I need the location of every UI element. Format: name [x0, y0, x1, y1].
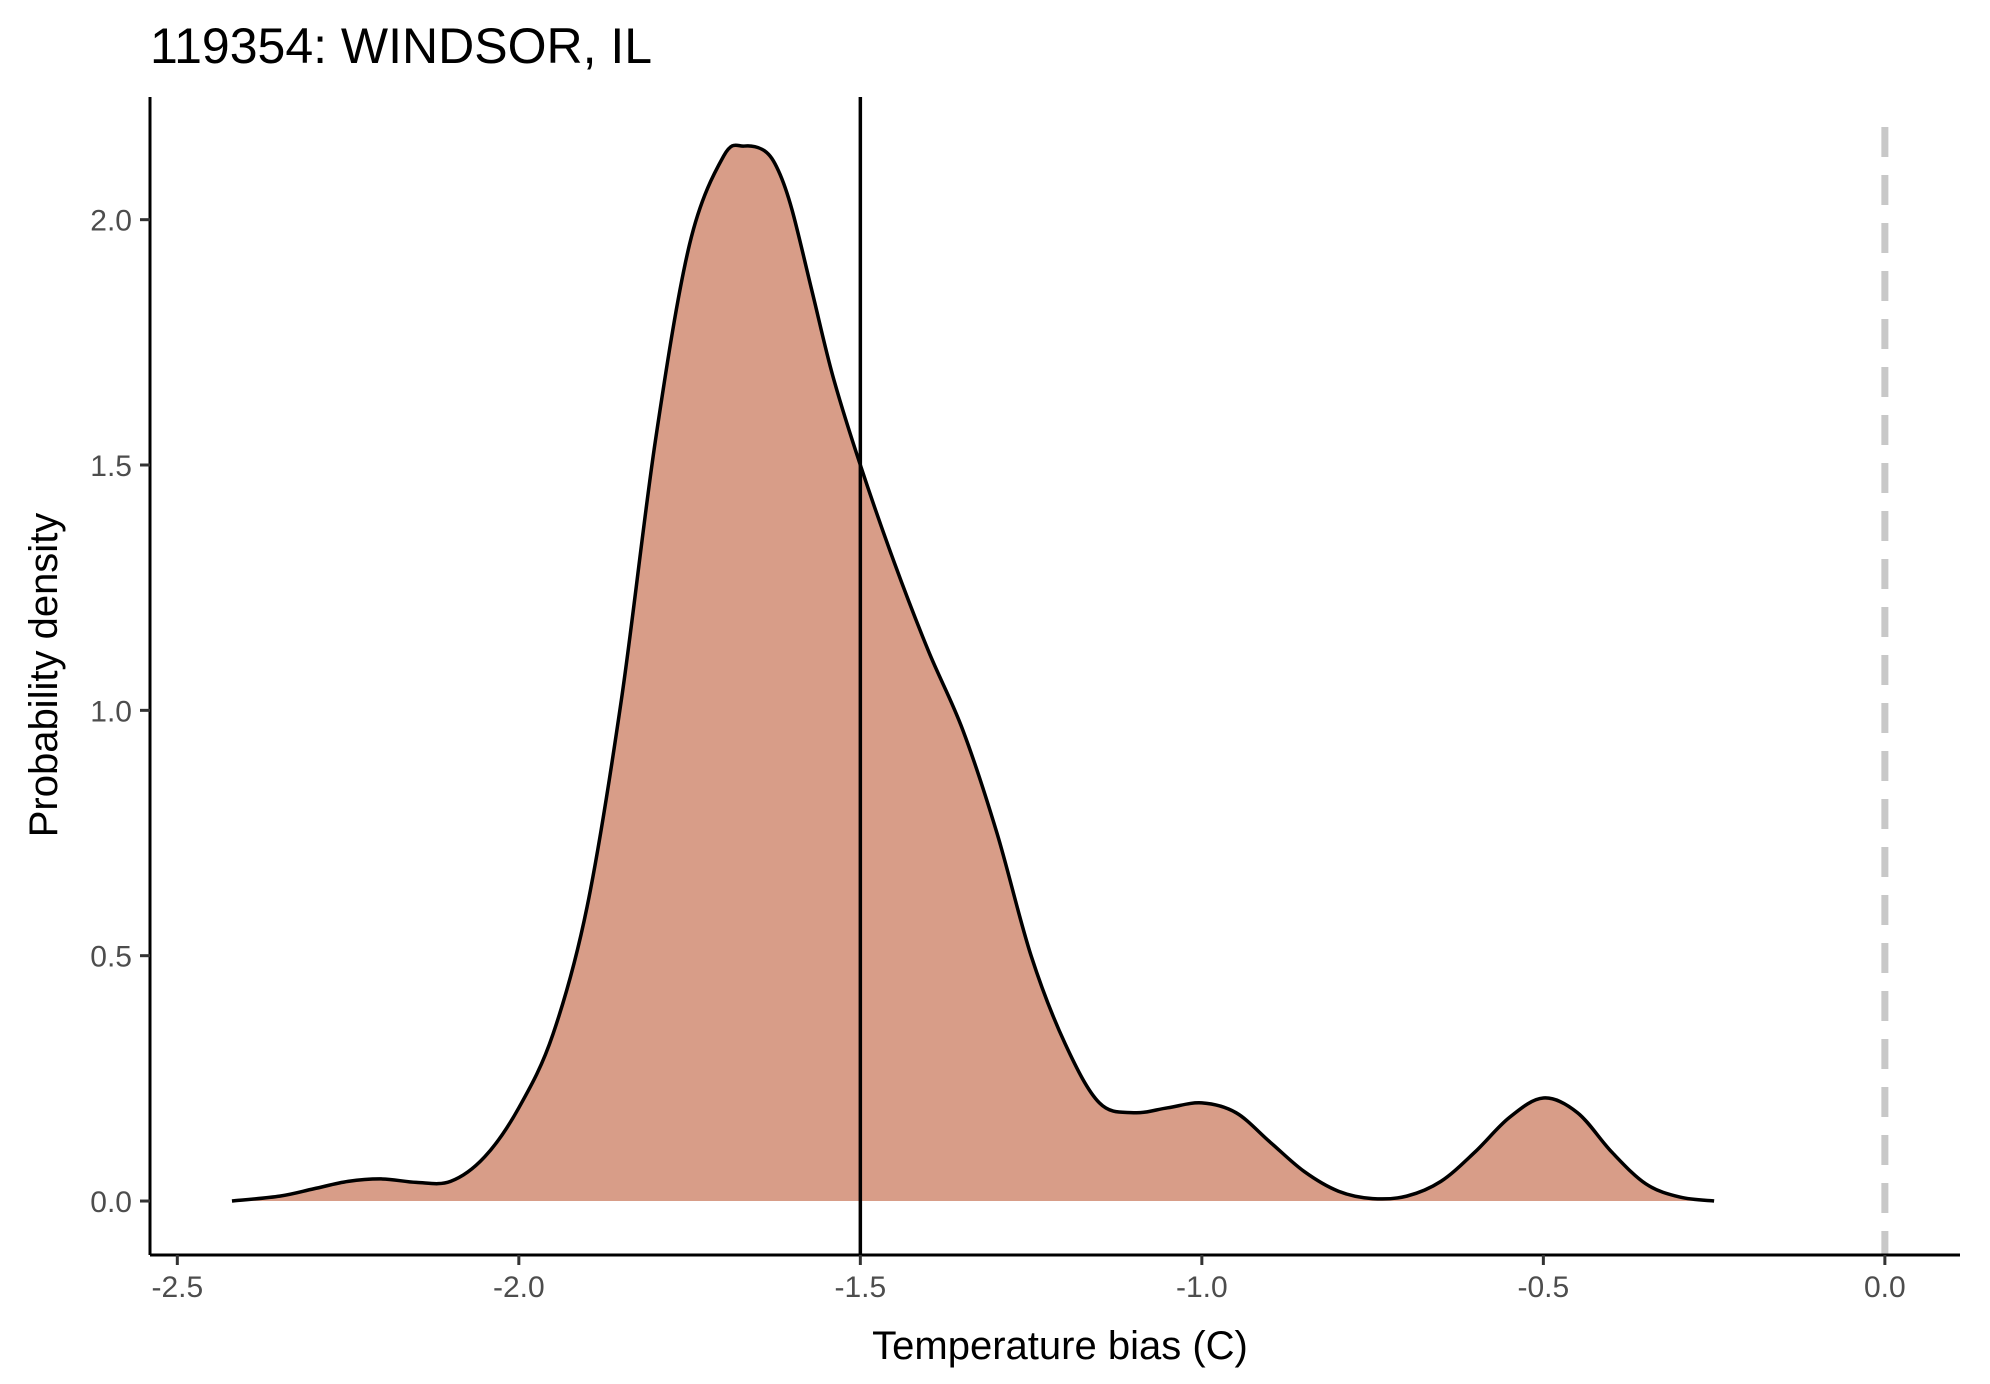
x-tick-label: -1.0	[1176, 1271, 1228, 1304]
y-tick-label: 1.5	[90, 450, 132, 483]
x-axis-title: Temperature bias (C)	[872, 1324, 1248, 1368]
x-tick-label: -2.0	[493, 1271, 545, 1304]
y-tick-label: 2.0	[90, 205, 132, 238]
density-area	[231, 145, 1715, 1202]
x-tick-label: 0.0	[1864, 1271, 1906, 1304]
y-axis-title: Probability density	[22, 513, 66, 838]
x-tick-label: -1.5	[834, 1271, 886, 1304]
axes: -2.5 -2.0 -1.5 -1.0 -0.5 0.0 0.0 0.5 1.0 1.5 2.0	[90, 97, 1960, 1304]
density-curve	[231, 143, 1715, 1203]
y-tick-label: 0.0	[90, 1186, 132, 1219]
x-tick-label: -2.5	[151, 1271, 203, 1304]
y-tick-label: 1.0	[90, 695, 132, 728]
chart-title: 119354: WINDSOR, IL	[150, 18, 652, 74]
y-tick-label: 0.5	[90, 941, 132, 974]
plot-area	[231, 97, 1889, 1255]
x-tick-label: -0.5	[1518, 1271, 1570, 1304]
